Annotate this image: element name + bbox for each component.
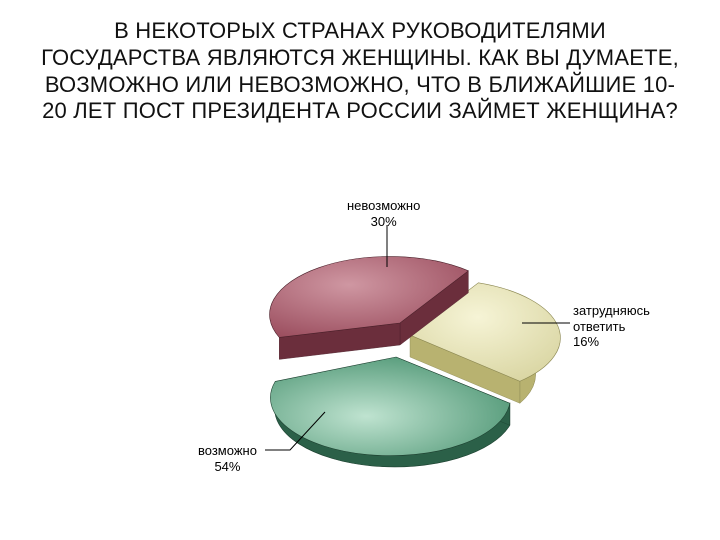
chart-title: В НЕКОТОРЫХ СТРАНАХ РУКОВОДИТЕЛЯМИ ГОСУД… <box>40 18 680 125</box>
label-vozmozhno-text: возможно <box>198 443 257 459</box>
label-vozmozhno: возможно 54% <box>198 443 257 474</box>
label-nevozmozhno: невозможно 30% <box>347 198 420 229</box>
label-nevozmozhno-pct: 30% <box>347 214 420 230</box>
pie-chart-3d: невозможно 30% затрудняюсь ответить 16% … <box>150 195 690 525</box>
pie-svg <box>150 195 690 525</box>
label-zatrudnyayus-pct: 16% <box>573 334 650 350</box>
slide: В НЕКОТОРЫХ СТРАНАХ РУКОВОДИТЕЛЯМИ ГОСУД… <box>0 0 720 540</box>
label-zatrudnyayus-text2: ответить <box>573 319 650 335</box>
label-nevozmozhno-text: невозможно <box>347 198 420 214</box>
label-vozmozhno-pct: 54% <box>198 459 257 475</box>
label-zatrudnyayus-text1: затрудняюсь <box>573 303 650 319</box>
label-zatrudnyayus: затрудняюсь ответить 16% <box>573 303 650 350</box>
